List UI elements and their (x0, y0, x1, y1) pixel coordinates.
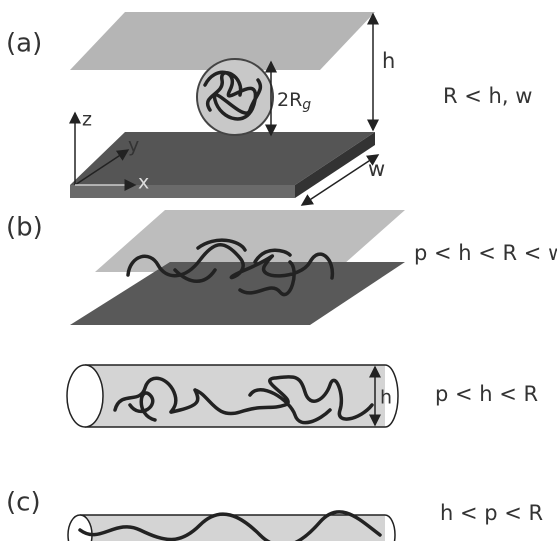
condition: R < h, w (443, 84, 532, 108)
diameter-text: 2R (277, 89, 302, 111)
height-label: h (382, 49, 395, 73)
panel-label: (a) (6, 29, 42, 59)
condition: p < h < R (435, 382, 538, 406)
panel-label: (b) (6, 213, 43, 243)
axis-label: y (128, 135, 139, 157)
coil-sphere (197, 59, 273, 135)
condition: p < h < R < w (414, 241, 557, 265)
height-label: h (380, 387, 392, 409)
plate-side (70, 185, 295, 198)
width-label: w (368, 157, 385, 181)
diameter-label: 2Rg (277, 89, 311, 114)
condition: h < p < R (440, 501, 543, 525)
panel-label: (c) (6, 488, 41, 518)
diagram: (a) h 2Rg R < h, w z y x w (b) p < h < R… (0, 0, 557, 541)
axis-label: z (82, 109, 92, 131)
tube-end (67, 365, 103, 427)
diameter-subscript: g (302, 97, 311, 113)
axis-label: x (138, 172, 149, 194)
